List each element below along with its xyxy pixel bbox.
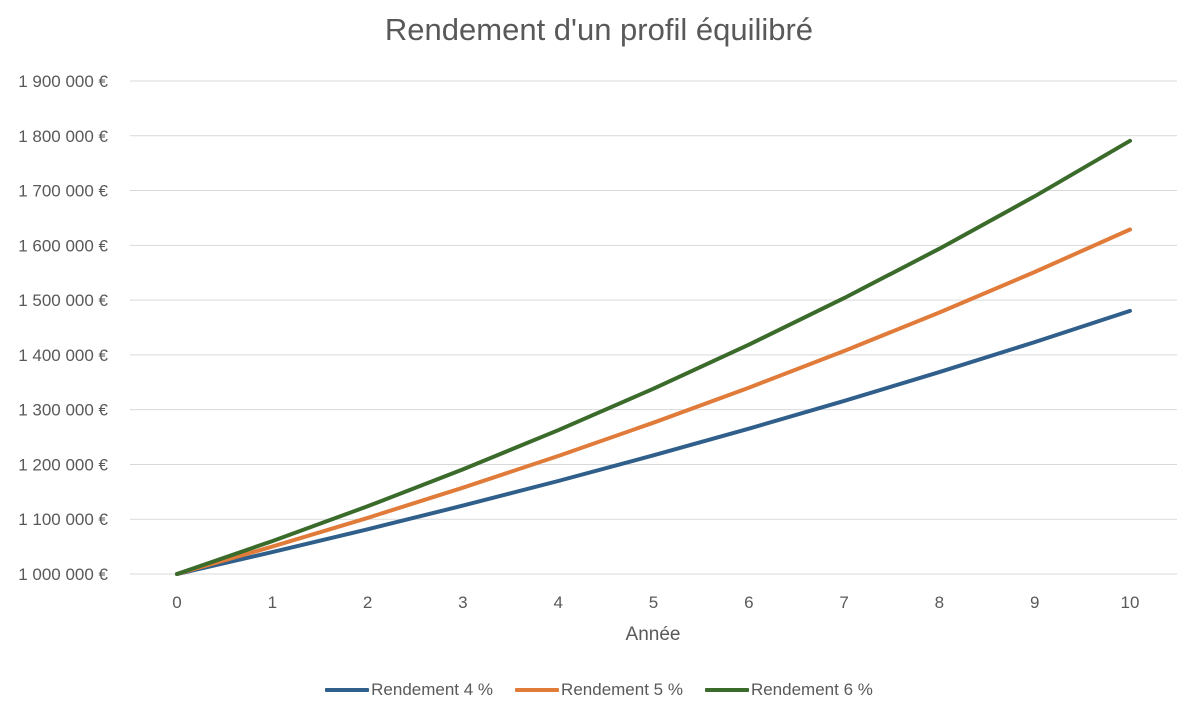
legend-swatch [325,688,370,692]
series-lines [175,138,1132,576]
y-tick-label: 1 500 000 € [18,291,108,310]
y-tick-label: 1 200 000 € [18,455,108,474]
series-line [175,227,1132,576]
legend-swatch [704,688,749,692]
y-tick-label: 1 100 000 € [18,510,108,529]
x-tick-label: 10 [1121,593,1140,612]
x-axis-title: Année [626,624,681,645]
x-tick-label: 0 [172,593,181,612]
legend-swatch [515,688,560,692]
x-tick-label: 2 [363,593,372,612]
x-tick-label: 9 [1030,593,1039,612]
legend-item: Rendement 4 % [325,680,493,700]
y-axis-tick-labels: 1 000 000 € 1 100 000 € 1 200 000 € 1 300 0… [18,72,108,584]
x-tick-label: 6 [744,593,753,612]
legend-label: Rendement 6 % [750,680,873,699]
gridlines [130,80,1177,575]
series-line [175,138,1132,576]
y-tick-label: 1 900 000 € [18,72,108,91]
legend-label: Rendement 5 % [561,680,683,699]
y-tick-label: 1 400 000 € [18,346,108,365]
chart-title: Rendement d'un profil équilibré [384,12,814,47]
legend-item: Rendement 5 % [515,680,683,700]
y-tick-label: 1 600 000 € [18,236,108,255]
y-tick-label: 1 300 000 € [18,401,108,420]
x-tick-label: 1 [268,593,277,612]
x-tick-label: 3 [458,593,467,612]
series-line [175,308,1132,576]
legend: Rendement 4 % Rendement 5 % Rendement 6 % [0,680,1198,700]
x-tick-label: 4 [553,593,562,612]
legend-label: Rendement 4 % [371,680,494,699]
x-tick-label: 7 [839,593,848,612]
x-tick-label: 8 [935,593,944,612]
legend-item: Rendement 6 % [704,680,873,700]
x-axis-tick-labels: 0 1 2 3 4 5 6 7 8 9 10 [172,593,1139,612]
y-tick-label: 1 700 000 € [18,182,108,201]
y-tick-label: 1 000 000 € [18,565,108,584]
x-tick-label: 5 [649,593,658,612]
y-tick-label: 1 800 000 € [18,127,108,146]
